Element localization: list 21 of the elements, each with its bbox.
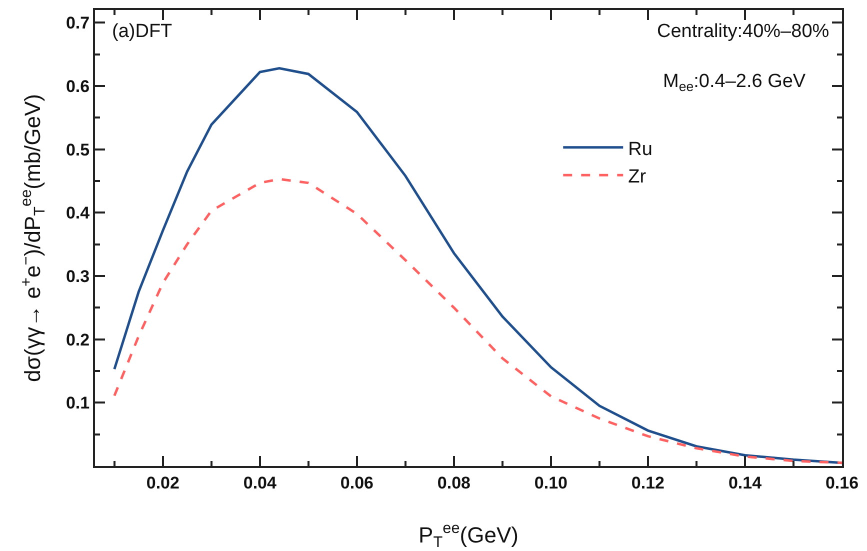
y-tick-label: 0.7: [66, 14, 90, 33]
x-tick-label: 0.08: [437, 473, 470, 492]
x-tick-label: 0.10: [534, 473, 568, 492]
annotation: Centrality:40%–80%: [657, 21, 830, 42]
x-axis-title: P$_{T}$$^{ee}$(GeV): [418, 520, 518, 551]
annotation: M$_{ee}$:0.4–2.6 GeV: [663, 71, 806, 94]
annotation: (a)DFT: [112, 21, 173, 42]
legend-label: Ru: [628, 138, 652, 160]
x-tick-label: 0.04: [243, 473, 278, 492]
y-tick-label: 0.5: [66, 140, 90, 160]
x-tick-label: 0.12: [631, 473, 665, 492]
y-tick-label: 0.3: [66, 266, 90, 286]
y-tick-label: 0.6: [66, 76, 90, 96]
y-tick-label: 0.2: [66, 330, 90, 350]
y-tick-label: 0.1: [66, 394, 90, 413]
x-tick-label: 0.06: [340, 473, 374, 492]
x-tick-label: 0.02: [146, 473, 180, 492]
x-tick-label: 0.14: [728, 473, 762, 492]
x-tick-label: 0.16: [825, 473, 859, 492]
legend-label: Zr: [628, 166, 647, 188]
y-tick-label: 0.4: [66, 204, 90, 223]
